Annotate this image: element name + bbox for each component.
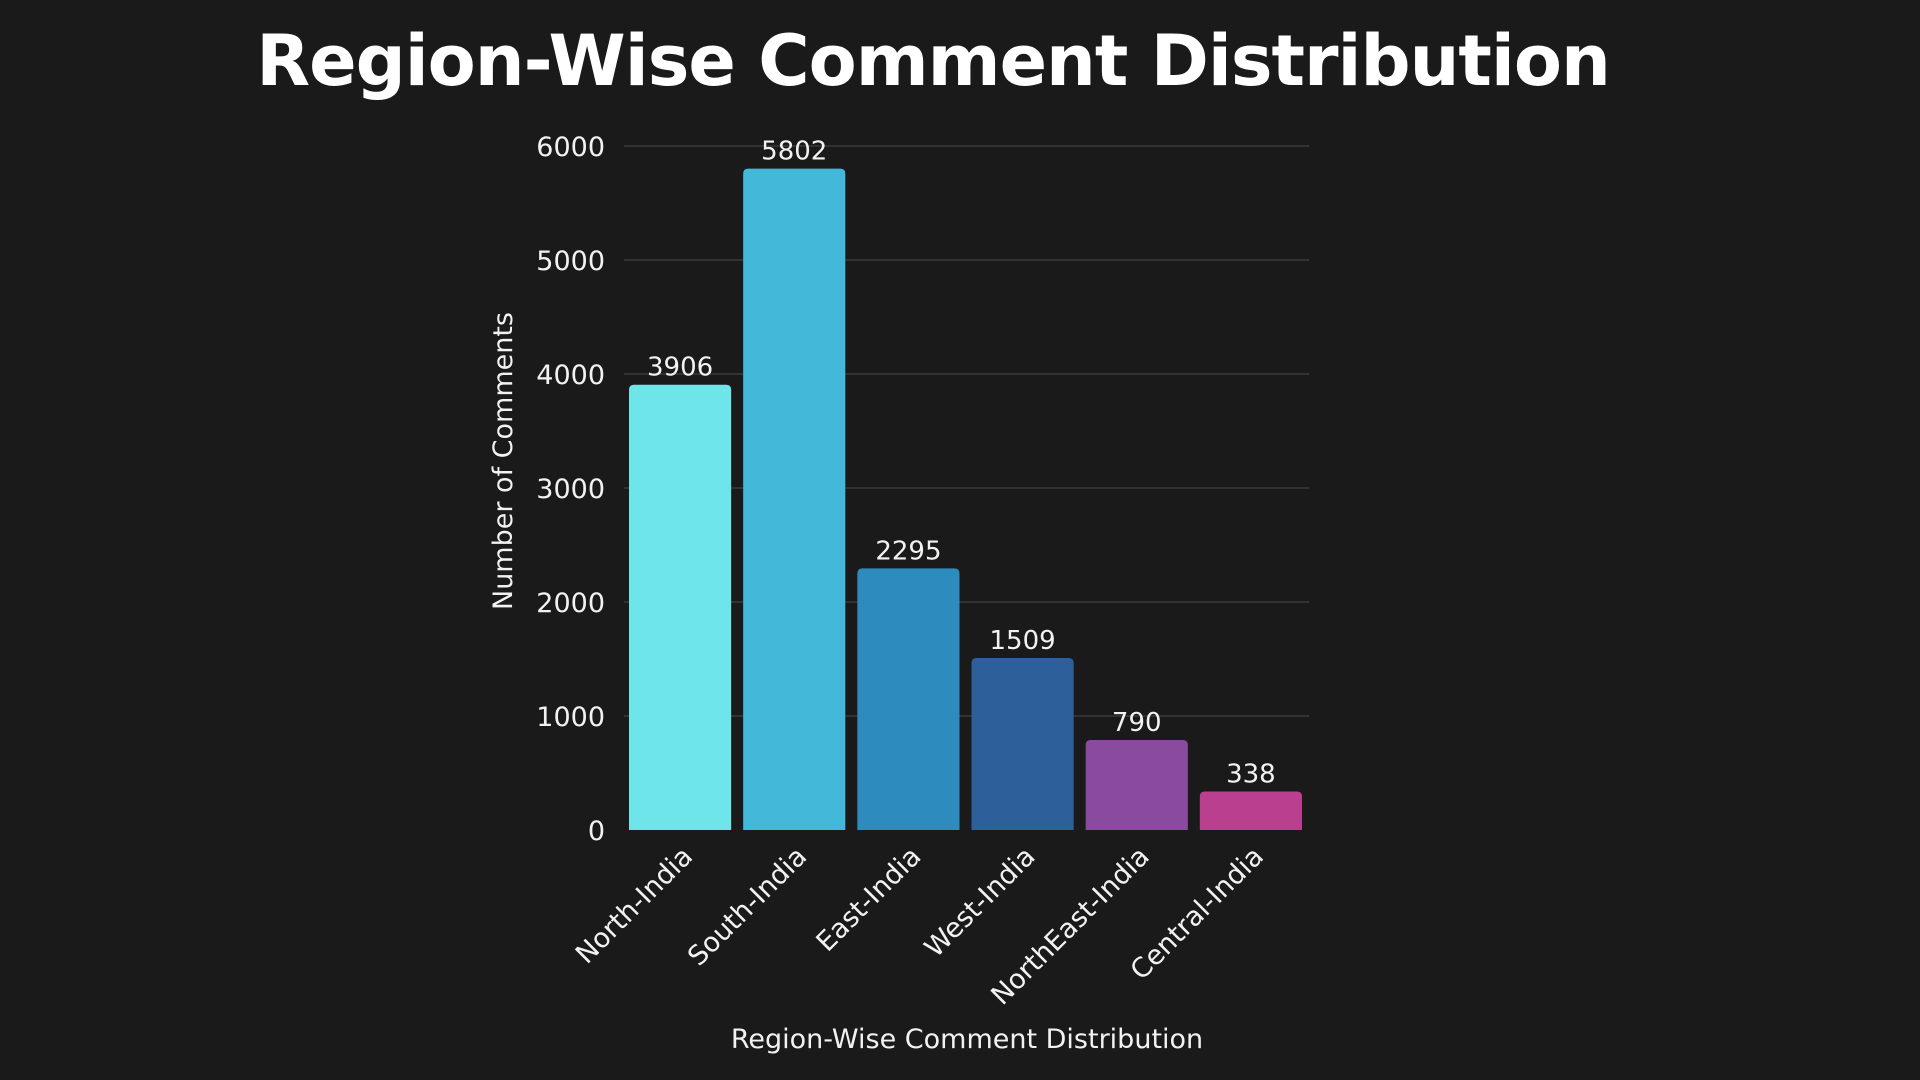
data-label: 790 xyxy=(1112,708,1162,738)
x-tick-labels: North-IndiaSouth-IndiaEast-IndiaWest-Ind… xyxy=(570,841,1270,1011)
y-axis-title: Number of Comments xyxy=(488,312,519,610)
bar-east-india xyxy=(857,568,960,830)
chart-title: Region-Wise Comment Distribution xyxy=(256,20,1611,102)
x-tick-label: North-India xyxy=(570,841,699,970)
data-label: 1509 xyxy=(989,626,1055,656)
bar-central-india xyxy=(1199,791,1302,830)
bar-west-india xyxy=(971,657,1074,830)
y-tick-label: 2000 xyxy=(536,588,605,619)
y-tick-label: 0 xyxy=(588,816,605,847)
y-tick-labels: 0 1000 2000 3000 4000 5000 6000 xyxy=(536,132,605,847)
x-tick-label: West-India xyxy=(919,841,1042,964)
bar-northeast-india xyxy=(1085,739,1188,830)
y-tick-label: 6000 xyxy=(536,132,605,163)
data-labels: 3906 5802 2295 1509 790 338 xyxy=(647,137,1276,790)
data-label: 338 xyxy=(1226,759,1276,789)
y-tick-label: 5000 xyxy=(536,246,605,277)
x-axis-title: Region-Wise Comment Distribution xyxy=(731,1024,1203,1055)
gridlines xyxy=(624,145,1309,717)
bar-north-india xyxy=(629,384,732,830)
y-tick-label: 1000 xyxy=(536,702,605,733)
y-tick-label: 3000 xyxy=(536,474,605,505)
y-tick-label: 4000 xyxy=(536,360,605,391)
data-label: 5802 xyxy=(761,137,827,167)
x-tick-label: East-India xyxy=(811,841,928,958)
data-label: 2295 xyxy=(875,536,941,566)
data-label: 3906 xyxy=(647,353,713,383)
bars xyxy=(629,168,1302,830)
x-tick-label: South-India xyxy=(682,841,813,972)
bar-south-india xyxy=(743,168,846,830)
